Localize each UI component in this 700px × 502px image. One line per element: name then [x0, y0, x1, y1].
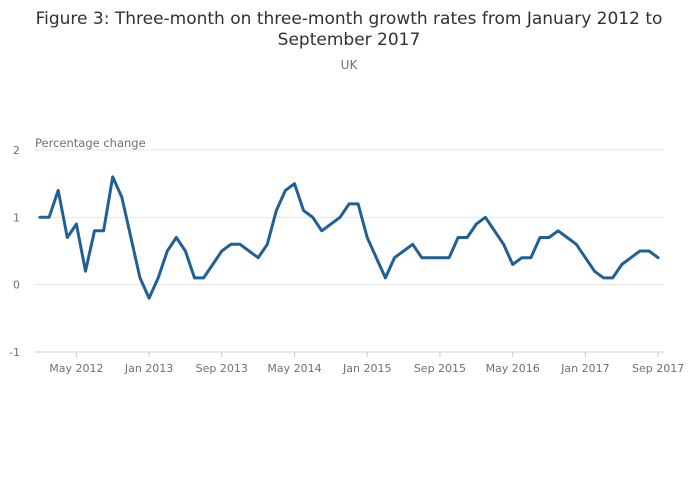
x-tick-label: Jan 2015 — [342, 362, 391, 375]
data-point[interactable] — [400, 247, 408, 255]
data-point[interactable] — [581, 254, 589, 262]
data-point[interactable] — [254, 254, 262, 262]
data-point[interactable] — [591, 267, 599, 275]
data-point[interactable] — [109, 173, 117, 181]
x-tick-label: Jan 2013 — [124, 362, 173, 375]
data-point[interactable] — [345, 200, 353, 208]
data-point[interactable] — [491, 227, 499, 235]
data-point[interactable] — [127, 234, 135, 242]
chart-subtitle: UK — [341, 58, 359, 72]
x-tick-label: May 2012 — [49, 362, 103, 375]
data-point[interactable] — [45, 213, 53, 221]
data-point[interactable] — [527, 254, 535, 262]
y-axis-label: Percentage change — [35, 136, 146, 150]
data-point[interactable] — [218, 247, 226, 255]
data-point[interactable] — [63, 234, 71, 242]
data-point[interactable] — [281, 186, 289, 194]
data-point[interactable] — [545, 234, 553, 242]
data-point[interactable] — [627, 254, 635, 262]
data-point[interactable] — [500, 240, 508, 248]
data-point[interactable] — [572, 240, 580, 248]
data-point[interactable] — [481, 213, 489, 221]
data-point[interactable] — [145, 294, 153, 302]
data-point[interactable] — [554, 227, 562, 235]
data-point[interactable] — [72, 220, 80, 228]
y-axis-ticks: 2 1 0 -1 — [9, 144, 20, 359]
data-point[interactable] — [200, 274, 208, 282]
data-point[interactable] — [391, 254, 399, 262]
data-point[interactable] — [236, 240, 244, 248]
gridlines — [35, 149, 664, 353]
y-tick-label: 0 — [13, 279, 20, 292]
data-point[interactable] — [263, 240, 271, 248]
data-point[interactable] — [363, 234, 371, 242]
data-point[interactable] — [91, 227, 99, 235]
data-point[interactable] — [36, 213, 44, 221]
data-point[interactable] — [82, 267, 90, 275]
data-point[interactable] — [472, 220, 480, 228]
data-point[interactable] — [454, 234, 462, 242]
data-point[interactable] — [645, 247, 653, 255]
x-tick-label: Sep 2013 — [196, 362, 248, 375]
data-point[interactable] — [436, 254, 444, 262]
x-tick-label: Sep 2017 — [632, 362, 684, 375]
data-point[interactable] — [618, 261, 626, 269]
data-point[interactable] — [327, 220, 335, 228]
y-tick-label: -1 — [9, 346, 20, 359]
data-point[interactable] — [536, 234, 544, 242]
data-point[interactable] — [518, 254, 526, 262]
data-point[interactable] — [418, 254, 426, 262]
data-point[interactable] — [427, 254, 435, 262]
x-tick-label: Jan 2017 — [560, 362, 609, 375]
data-point[interactable] — [163, 247, 171, 255]
data-point[interactable] — [445, 254, 453, 262]
data-point[interactable] — [318, 227, 326, 235]
data-point[interactable] — [654, 254, 662, 262]
data-point[interactable] — [291, 180, 299, 188]
data-point[interactable] — [181, 247, 189, 255]
data-point[interactable] — [100, 227, 108, 235]
y-tick-label: 2 — [13, 144, 20, 157]
data-point[interactable] — [272, 207, 280, 215]
data-point[interactable] — [600, 274, 608, 282]
data-point[interactable] — [636, 247, 644, 255]
data-point[interactable] — [354, 200, 362, 208]
x-tick-label: May 2016 — [486, 362, 540, 375]
data-point[interactable] — [209, 261, 217, 269]
data-point[interactable] — [154, 274, 162, 282]
chart-title-line-1: Figure 3: Three-month on three-month gro… — [36, 9, 663, 29]
data-point[interactable] — [509, 261, 517, 269]
data-point[interactable] — [136, 274, 144, 282]
x-axis-ticks: May 2012 Jan 2013 Sep 2013 May 2014 Jan 2015… — [49, 352, 684, 375]
data-point[interactable] — [54, 186, 62, 194]
data-point[interactable] — [563, 234, 571, 242]
data-point[interactable] — [609, 274, 617, 282]
series-line — [38, 175, 660, 300]
x-tick-label: Sep 2015 — [414, 362, 466, 375]
data-point[interactable] — [463, 234, 471, 242]
chart-title-line-2: September 2017 — [278, 30, 421, 50]
data-point[interactable] — [300, 207, 308, 215]
y-tick-label: 1 — [13, 211, 20, 224]
data-point[interactable] — [172, 234, 180, 242]
data-point[interactable] — [381, 274, 389, 282]
data-point[interactable] — [372, 254, 380, 262]
data-point[interactable] — [309, 213, 317, 221]
data-point[interactable] — [118, 193, 126, 201]
series-group — [36, 173, 662, 302]
data-point[interactable] — [336, 213, 344, 221]
x-tick-label: May 2014 — [267, 362, 321, 375]
data-point[interactable] — [245, 247, 253, 255]
data-point[interactable] — [227, 240, 235, 248]
data-point[interactable] — [409, 240, 417, 248]
data-point[interactable] — [191, 274, 199, 282]
